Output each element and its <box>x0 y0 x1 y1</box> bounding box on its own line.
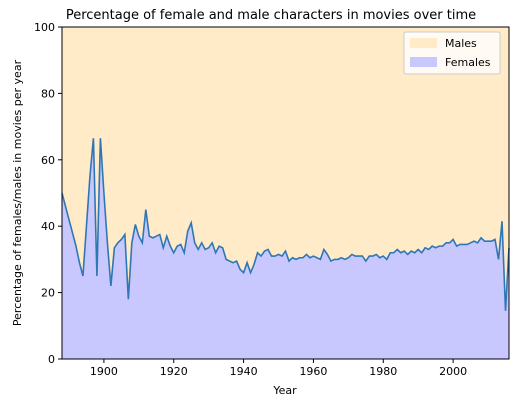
x-axis-label: Year <box>272 384 297 397</box>
females-area <box>62 138 509 359</box>
x-tick-label: 1980 <box>369 365 397 378</box>
females-line <box>61 138 510 311</box>
y-tick-label: 40 <box>41 220 55 233</box>
y-axis: 0 20 40 60 80 100 <box>34 21 62 366</box>
y-tick-label: 0 <box>48 353 55 366</box>
y-axis-label: Percentage of females/males in movies pe… <box>11 59 24 326</box>
y-tick-label: 80 <box>41 87 55 100</box>
males-area <box>62 27 509 311</box>
plot-area <box>61 26 510 360</box>
legend-swatch-males <box>410 38 437 48</box>
y-tick-label: 100 <box>34 21 55 34</box>
x-tick-label: 1900 <box>90 365 118 378</box>
legend: Males Females <box>403 31 501 75</box>
x-axis: 1900 1920 1940 1960 1980 2000 <box>90 359 467 378</box>
chart-title: Percentage of female and male characters… <box>66 8 476 23</box>
legend-label-females: Females <box>445 56 491 69</box>
legend-label-males: Males <box>445 37 477 50</box>
x-tick-label: 1920 <box>160 365 188 378</box>
y-tick-label: 60 <box>41 154 55 167</box>
x-tick-label: 2000 <box>439 365 467 378</box>
plot-frame <box>61 26 510 360</box>
x-tick-label: 1940 <box>230 365 258 378</box>
legend-swatch-females <box>410 57 437 67</box>
y-tick-label: 20 <box>41 287 55 300</box>
x-tick-label: 1960 <box>299 365 327 378</box>
